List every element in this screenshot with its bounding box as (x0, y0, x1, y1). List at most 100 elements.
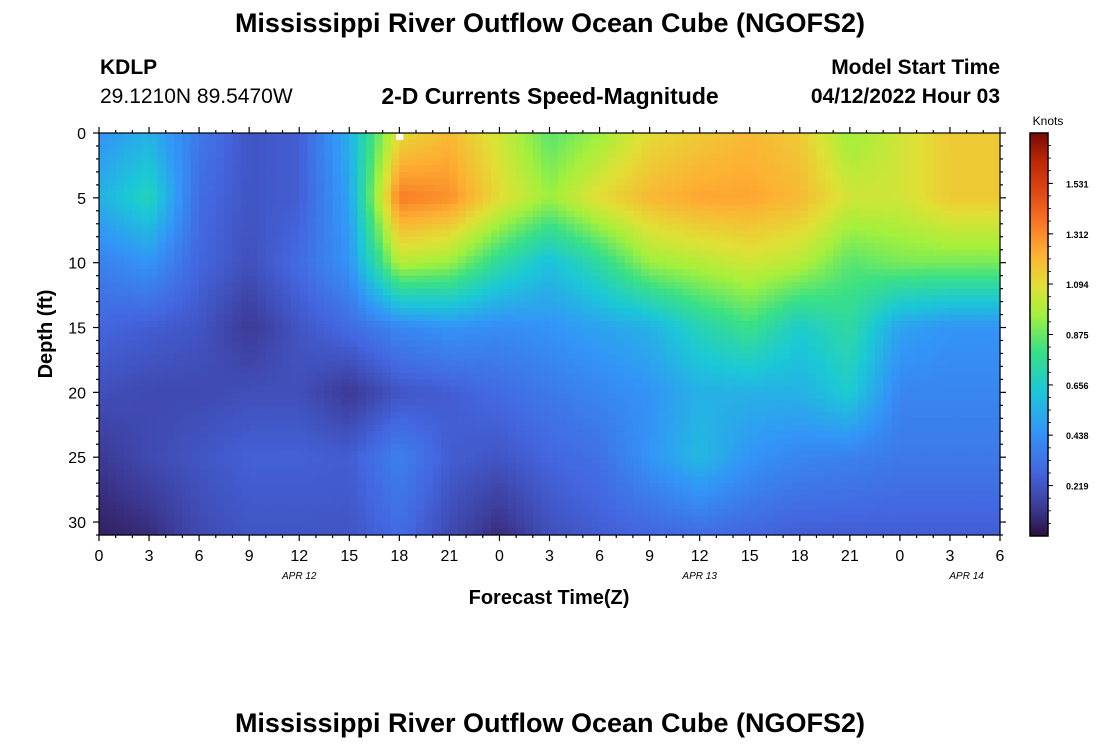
heatmap-cell (699, 133, 709, 141)
heatmap-cell (599, 366, 609, 374)
heatmap-cell (891, 308, 901, 316)
heatmap-cell (816, 314, 826, 322)
heatmap-cell (207, 314, 217, 322)
heatmap-cell (374, 256, 384, 264)
heatmap-cell (441, 262, 450, 270)
heatmap-cell (532, 158, 542, 167)
heatmap-cell (824, 184, 834, 192)
heatmap-cell (424, 197, 434, 205)
heatmap-cell (699, 184, 709, 192)
heatmap-cell (833, 236, 843, 244)
heatmap-cell (307, 379, 317, 387)
heatmap-cell (808, 308, 818, 316)
heatmap-cell (733, 197, 742, 205)
heatmap-cell (524, 191, 534, 199)
heatmap-cell (557, 184, 567, 192)
heatmap-cell (916, 398, 926, 406)
heatmap-cell (958, 405, 968, 413)
heatmap-cell (666, 249, 676, 257)
heatmap-cell (390, 424, 400, 432)
heatmap-cell (441, 288, 450, 296)
heatmap-cell (666, 372, 676, 380)
heatmap-cell (215, 334, 225, 342)
heatmap-cell (974, 145, 984, 154)
heatmap-cell (357, 275, 367, 283)
heatmap-cell (708, 372, 717, 380)
heatmap-cell (924, 340, 934, 348)
heatmap-cell (632, 165, 642, 173)
heatmap-cell (891, 269, 901, 277)
heatmap-cell (632, 152, 642, 160)
heatmap-cell (866, 372, 876, 380)
heatmap-cell (466, 295, 476, 303)
heatmap-cell (574, 385, 584, 393)
heatmap-cell (624, 392, 634, 400)
heatmap-cell (966, 217, 976, 225)
heatmap-cell (207, 158, 217, 167)
heatmap-cell (257, 288, 267, 296)
heatmap-cell (749, 346, 759, 355)
heatmap-cell (132, 327, 142, 335)
heatmap-cell (624, 204, 634, 212)
heatmap-cell (591, 353, 601, 361)
heatmap-cell (983, 217, 993, 225)
heatmap-cell (766, 145, 776, 154)
heatmap-cell (265, 308, 275, 316)
heatmap-cell (941, 321, 951, 329)
heatmap-cell (174, 327, 184, 335)
heatmap-cell (858, 249, 868, 257)
heatmap-cell (232, 308, 242, 316)
heatmap-cell (307, 418, 317, 426)
heatmap-cell (524, 366, 534, 374)
heatmap-cell (949, 340, 959, 348)
heatmap-cell (491, 243, 501, 251)
heatmap-cell (307, 210, 317, 218)
heatmap-cell (365, 197, 375, 205)
heatmap-cell (741, 288, 751, 296)
heatmap-cell (499, 392, 509, 400)
heatmap-cell (924, 308, 934, 316)
heatmap-cell (666, 301, 676, 309)
heatmap-cell (899, 249, 909, 257)
heatmap-cell (616, 359, 626, 368)
heatmap-cell (215, 295, 225, 303)
heatmap-cell (866, 262, 876, 270)
heatmap-cell (616, 392, 626, 400)
heatmap-cell (933, 334, 943, 342)
heatmap-cell (733, 243, 742, 251)
heatmap-cell (499, 152, 509, 160)
heatmap-cell (974, 385, 984, 393)
heatmap-cell (766, 243, 776, 251)
heatmap-cell (265, 158, 275, 167)
heatmap-cell (841, 385, 851, 393)
heatmap-cell (207, 366, 217, 374)
heatmap-cell (849, 334, 859, 342)
heatmap-cell (916, 249, 926, 257)
heatmap-cell (933, 145, 943, 154)
heatmap-cell (791, 243, 801, 251)
heatmap-cell (324, 372, 334, 380)
heatmap-cell (799, 301, 809, 309)
heatmap-cell (749, 152, 759, 160)
heatmap-cell (224, 217, 234, 225)
heatmap-cell (949, 346, 959, 355)
heatmap-cell (541, 346, 551, 355)
heatmap-cell (382, 204, 392, 212)
heatmap-cell (182, 353, 192, 361)
heatmap-cell (582, 236, 592, 244)
heatmap-cell (758, 236, 767, 244)
heatmap-cell (365, 392, 375, 400)
heatmap-cell (716, 288, 726, 296)
heatmap-cell (115, 269, 125, 277)
heatmap-cell (157, 418, 167, 426)
heatmap-cell (466, 133, 476, 141)
heatmap-cell (274, 405, 284, 413)
heatmap-cell (799, 165, 809, 173)
heatmap-cell (749, 139, 759, 147)
heatmap-cell (507, 353, 517, 361)
heatmap-cell (741, 217, 751, 225)
heatmap-cell (215, 230, 225, 238)
heatmap-cell (532, 249, 542, 257)
heatmap-cell (157, 243, 167, 251)
heatmap-cell (382, 262, 392, 270)
